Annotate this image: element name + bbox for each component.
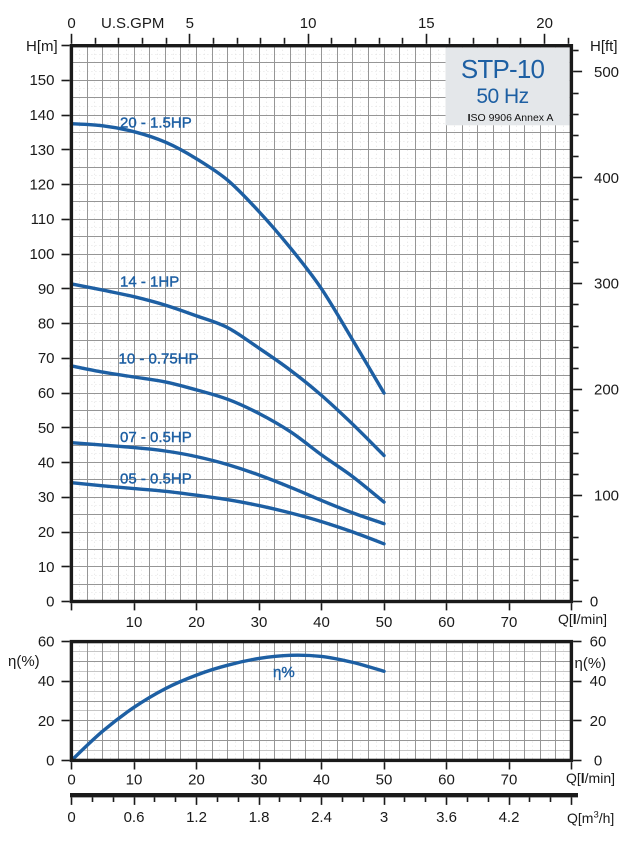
- svg-text:3: 3: [380, 809, 388, 826]
- svg-text:U.S.GPM: U.S.GPM: [101, 15, 164, 32]
- svg-text:200: 200: [594, 382, 619, 399]
- svg-text:140: 140: [29, 107, 54, 124]
- svg-text:40: 40: [313, 772, 330, 789]
- svg-text:30: 30: [251, 614, 268, 631]
- svg-text:10 - 0.75HP: 10 - 0.75HP: [119, 351, 199, 368]
- svg-text:Q[m3/h]: Q[m3/h]: [567, 810, 614, 827]
- svg-text:1.8: 1.8: [249, 809, 270, 826]
- svg-text:0: 0: [67, 809, 75, 826]
- svg-text:0: 0: [67, 15, 75, 32]
- svg-text:70: 70: [501, 772, 518, 789]
- svg-text:10: 10: [126, 772, 143, 789]
- svg-text:4.2: 4.2: [499, 809, 520, 826]
- svg-text:30: 30: [38, 489, 55, 506]
- svg-text:η%: η%: [273, 664, 295, 681]
- svg-text:60: 60: [590, 634, 607, 651]
- svg-text:Q[l/min]: Q[l/min]: [558, 611, 607, 627]
- svg-text:20: 20: [188, 772, 205, 789]
- svg-text:30: 30: [251, 772, 268, 789]
- svg-text:50: 50: [376, 772, 393, 789]
- svg-text:5: 5: [186, 15, 194, 32]
- svg-text:60: 60: [38, 634, 55, 651]
- svg-text:80: 80: [38, 316, 55, 333]
- svg-text:40: 40: [38, 673, 55, 690]
- svg-text:0: 0: [46, 594, 54, 611]
- svg-text:STP-10: STP-10: [461, 54, 545, 84]
- svg-text:10: 10: [126, 614, 143, 631]
- svg-text:10: 10: [38, 559, 55, 576]
- svg-text:400: 400: [594, 170, 619, 187]
- svg-text:100: 100: [594, 488, 619, 505]
- svg-text:60: 60: [438, 772, 455, 789]
- svg-text:50: 50: [376, 614, 393, 631]
- svg-text:05 - 0.5HP: 05 - 0.5HP: [120, 471, 192, 488]
- svg-text:2.4: 2.4: [311, 809, 332, 826]
- svg-text:300: 300: [594, 276, 619, 293]
- svg-text:H[m]: H[m]: [26, 38, 58, 55]
- svg-text:0: 0: [67, 772, 75, 789]
- svg-text:0: 0: [594, 752, 602, 769]
- svg-text:ISO 9906 Annex A: ISO 9906 Annex A: [468, 112, 554, 124]
- svg-text:20: 20: [188, 614, 205, 631]
- svg-text:60: 60: [38, 385, 55, 402]
- svg-text:20 - 1.5HP: 20 - 1.5HP: [120, 114, 192, 131]
- svg-text:0.6: 0.6: [124, 809, 145, 826]
- svg-text:90: 90: [38, 281, 55, 298]
- svg-text:50 Hz: 50 Hz: [476, 85, 528, 108]
- svg-text:40: 40: [313, 614, 330, 631]
- svg-text:70: 70: [501, 614, 518, 631]
- svg-text:110: 110: [31, 211, 55, 228]
- svg-text:14 - 1HP: 14 - 1HP: [120, 274, 179, 291]
- svg-text:η(%): η(%): [8, 653, 40, 670]
- svg-text:40: 40: [590, 673, 607, 690]
- svg-text:40: 40: [38, 455, 55, 472]
- svg-text:130: 130: [29, 142, 54, 159]
- svg-text:15: 15: [418, 15, 435, 32]
- svg-text:100: 100: [29, 246, 54, 263]
- svg-text:10: 10: [300, 15, 317, 32]
- svg-text:20: 20: [536, 15, 553, 32]
- svg-text:150: 150: [29, 72, 54, 89]
- svg-text:500: 500: [594, 64, 619, 81]
- svg-text:3.6: 3.6: [436, 809, 457, 826]
- svg-text:20: 20: [38, 524, 55, 541]
- svg-text:H[ft]: H[ft]: [590, 38, 618, 55]
- svg-text:60: 60: [438, 614, 455, 631]
- svg-text:Q[l/min]: Q[l/min]: [566, 770, 615, 786]
- svg-text:07 - 0.5HP: 07 - 0.5HP: [120, 429, 192, 446]
- svg-text:120: 120: [29, 177, 54, 194]
- svg-text:20: 20: [38, 713, 55, 730]
- svg-text:70: 70: [38, 350, 55, 367]
- svg-text:50: 50: [38, 420, 55, 437]
- svg-text:1.2: 1.2: [186, 809, 207, 826]
- svg-text:0: 0: [46, 752, 54, 769]
- svg-text:20: 20: [590, 713, 607, 730]
- svg-text:0: 0: [590, 594, 598, 611]
- svg-text:η(%): η(%): [575, 655, 607, 672]
